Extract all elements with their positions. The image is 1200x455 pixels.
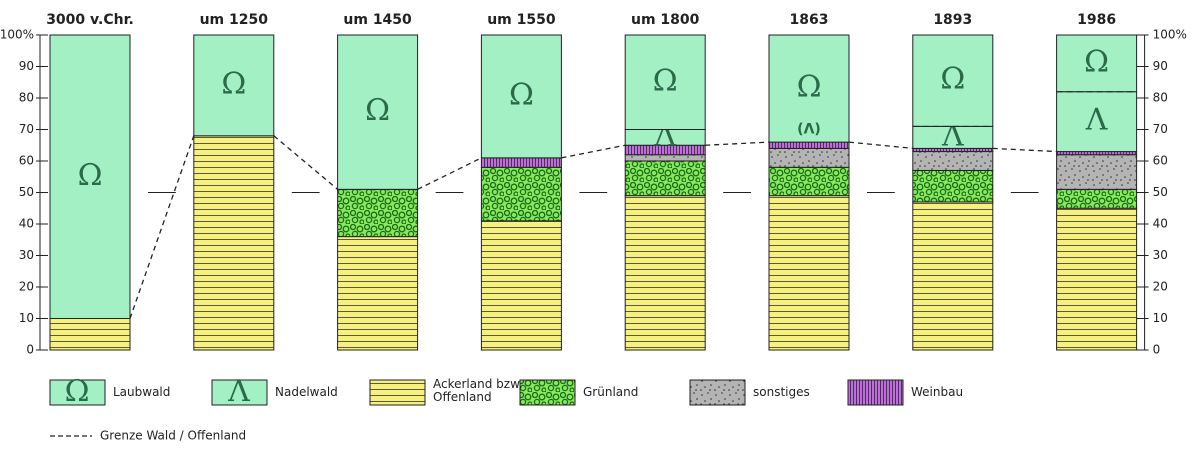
y-tick-label-right: 100% [1153, 28, 1187, 42]
border-line [561, 144, 626, 159]
y-tick-label-right: 70 [1153, 122, 1168, 136]
bar-segment [1056, 207, 1138, 351]
bar-segment [768, 166, 850, 197]
bar-segment [912, 201, 994, 351]
border-line [992, 147, 1057, 153]
border-line [848, 141, 913, 150]
legend-label: Nadelwald [275, 385, 338, 399]
bar-segment [337, 34, 419, 190]
bar-segment [624, 34, 706, 130]
bar-segment [337, 188, 419, 238]
bar-segment [1056, 188, 1138, 209]
legend-label: Ackerland bzw. Offenland [433, 377, 523, 404]
bar-segment [624, 154, 706, 162]
bar-segment [624, 160, 706, 197]
y-tick-label-right: 40 [1153, 217, 1168, 231]
legend-key [369, 379, 426, 406]
border-line [705, 141, 770, 146]
x-category-label title: 1893 [933, 12, 972, 28]
bar-segment [480, 166, 562, 222]
bar-segment [480, 157, 562, 168]
bar-segment [1056, 154, 1138, 190]
legend-label: Grünland [583, 385, 639, 399]
y-tick-label-right: 10 [1153, 311, 1168, 325]
legend-border-label: Grenze Wald / Offenland [100, 429, 246, 443]
segment-symbol: Ω [653, 63, 678, 98]
segment-symbol: Ω [221, 66, 246, 101]
bar-segment [193, 34, 275, 137]
segment-symbol: Ω [365, 93, 390, 128]
legend-label: Laubwald [113, 385, 171, 399]
y-tick-label-right: 80 [1153, 91, 1168, 105]
x-category-label title: um 1450 [343, 12, 412, 28]
legend-key [211, 379, 268, 406]
bar-segment [1056, 34, 1138, 93]
segment-symbol: Ω [940, 62, 965, 97]
legend-symbol: Λ [227, 374, 250, 409]
bar-segment [49, 34, 131, 319]
y-tick-label-right: 90 [1153, 59, 1168, 73]
y-tick-label-right: 0 [1153, 343, 1161, 357]
segment-symbol: Λ [1085, 103, 1108, 138]
segment-symbol: Ω [797, 70, 822, 105]
segment-symbol: Ω [509, 77, 534, 112]
segment-symbol: Ω [1084, 44, 1109, 79]
bar-segment [912, 34, 994, 127]
y-tick-label: 40 [19, 217, 34, 231]
y-tick-label: 10 [19, 311, 34, 325]
legend-symbol: Ω [65, 374, 90, 409]
border-line [129, 135, 195, 319]
x-category-label title: um 1250 [200, 12, 269, 28]
legend-key [49, 379, 106, 406]
segment-symbol: Λ [941, 118, 964, 153]
bar-segment [480, 34, 562, 159]
legend-label: sonstiges [753, 385, 810, 399]
legend-key [519, 379, 576, 406]
legend-key [689, 379, 746, 406]
bar-segment [768, 34, 850, 143]
x-category-label title: 1863 [790, 12, 829, 28]
y-tick-label: 90 [19, 59, 34, 73]
bar-segment [768, 195, 850, 351]
bar-segment [768, 141, 850, 149]
y-tick-label: 50 [19, 185, 34, 199]
legend-key [847, 379, 904, 406]
y-tick-label: 30 [19, 248, 34, 262]
x-category-label title: 1986 [1077, 12, 1116, 28]
bar-segment [480, 220, 562, 351]
legend-label: Weinbau [911, 385, 964, 399]
bar-segment [337, 236, 419, 351]
y-tick-label: 20 [19, 280, 34, 294]
bar-segment [193, 135, 275, 351]
y-tick-label: 100% [0, 28, 34, 42]
y-tick-label: 70 [19, 122, 34, 136]
border-line [273, 135, 339, 190]
y-tick-label-right: 30 [1153, 248, 1168, 262]
y-tick-label-right: 20 [1153, 280, 1168, 294]
x-category-label title: 3000 v.Chr. [46, 12, 134, 28]
border-line [417, 157, 482, 190]
bar-segment [912, 169, 994, 203]
y-tick-label-right: 50 [1153, 185, 1168, 199]
x-category-label title: um 1550 [487, 12, 556, 28]
bar-segment [912, 151, 994, 171]
segment-symbol: Ω [78, 158, 103, 193]
bar-segment [49, 318, 131, 351]
bar-segment [1056, 91, 1138, 153]
y-tick-label-right: 60 [1153, 154, 1168, 168]
bar-segment [768, 147, 850, 168]
y-tick-label: 60 [19, 154, 34, 168]
x-category-label title: um 1800 [631, 12, 700, 28]
bar-segment [624, 195, 706, 351]
annotation: (Λ) [797, 122, 821, 138]
y-tick-label: 80 [19, 91, 34, 105]
y-tick-label: 0 [26, 343, 34, 357]
